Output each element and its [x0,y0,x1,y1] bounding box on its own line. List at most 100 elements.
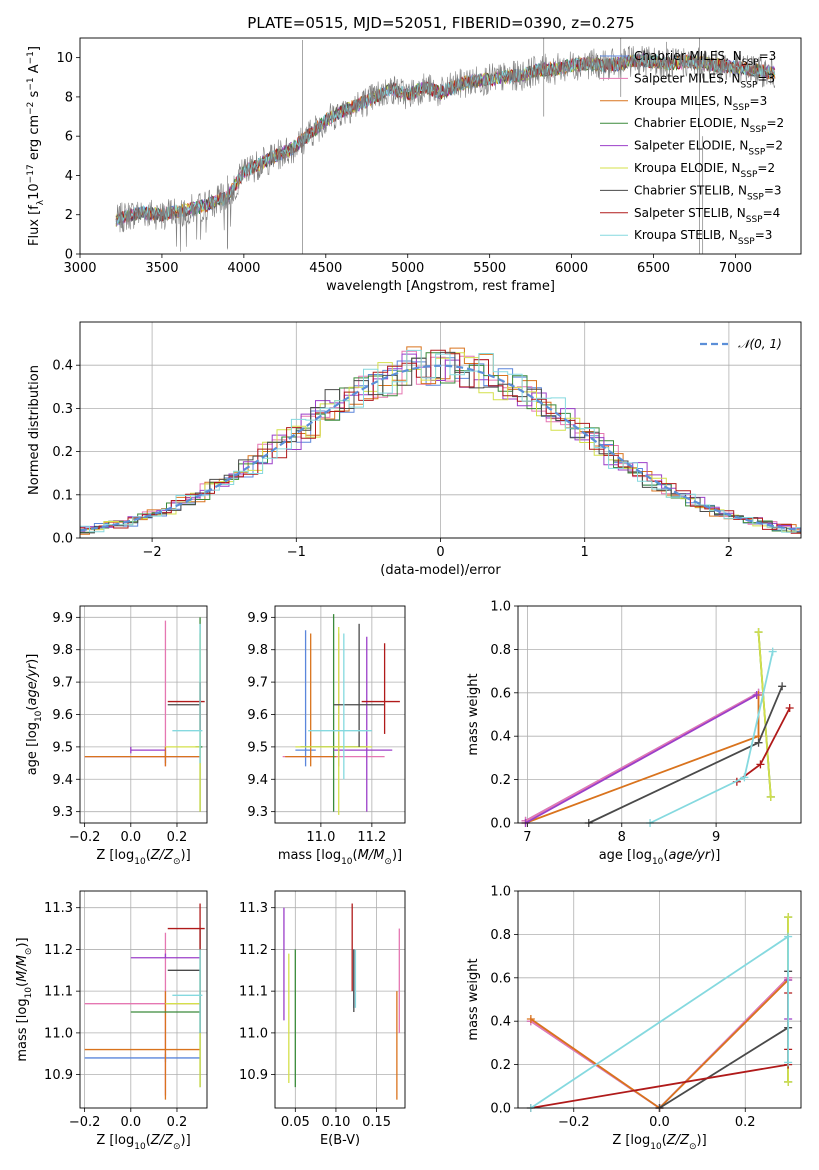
label-part: ] [27,46,42,51]
data-spectrum [115,45,776,252]
axes-frame [517,605,802,824]
label-part: )] [181,1133,191,1148]
y-tick-label: 0.3 [52,402,73,417]
y-tick-label: 0.4 [52,359,73,374]
label-part: ⊙ [24,948,34,956]
label-part: ( [353,848,358,863]
label-part: SSP [742,58,759,68]
label-part: Z/Z [666,1133,690,1148]
legend-label: Kroupa ELODIE, NSSP=2 [634,161,775,180]
x-tick-label: 1 [581,545,589,560]
y-tick-label: 0.0 [490,1102,511,1117]
errorbars [282,614,400,815]
label-part: ⊙ [689,1142,697,1152]
x-tick-label: −1 [287,545,306,560]
y-tick-label: 9.6 [52,708,73,723]
panel-age_vs_mass: 11.0 11.2 9.3 9.4 9.5 9.6 9.7 9.8 9.9 mass [log10… [247,605,406,867]
legend-label: Chabrier STELIB, NSSP=3 [634,183,782,202]
x-axis-label: wavelength [Angstrom, rest frame] [326,279,555,294]
normal-curve [80,364,801,532]
x-tick-label: 0 [436,545,444,560]
y-tick-label: 9.7 [52,676,73,691]
y-tick-label: 9.4 [52,773,73,788]
y-tick-label: 0.8 [490,643,511,658]
x-tick-label: 0.2 [735,1115,756,1130]
panel-residual_histogram: −2 −1 0 1 2 0.0 0.1 0.2 0.3 0.4 (data-model)/error… [27,321,802,578]
histogram-kroupa_stelib [80,349,801,533]
x-axis-label: age [log10(age/yr)] [599,848,721,867]
x-tick-label: 5500 [473,261,506,276]
label-part: =2 [765,139,783,153]
label-part: SSP [747,192,764,202]
panels: 3000 3500 4000 4500 5000 5500 6000 6500 7000 0 2 4 6… [15,37,802,1152]
weight-marker-kroupa_stelib [784,932,793,941]
x-tick-label: 4000 [227,261,260,276]
label-part: Chabrier MILES, N [634,49,742,63]
x-tick-label: 0.0 [120,830,141,845]
weight-marker-kroupa_miles [526,1015,535,1024]
label-part: Salpeter STELIB, N [634,206,746,220]
panel-mass_vs_EBV: 0.05 0.10 0.15 10.9 11.0 11.1 11.2 11.3 E(B-V) [239,890,406,1148]
label-part: Z/Z [150,1133,174,1148]
panel-age_vs_Z: −0.2 0.0 0.29.39.49.59.69.79.89.9Z [log10(… [25,605,208,867]
label-part: SSP [738,237,755,247]
y-tick-label: 0.0 [52,532,73,547]
x-axis-label: Z [log10(Z/Z⊙)] [96,1133,190,1152]
label-part: SSP [741,170,758,180]
weight-marker-kroupa_elodie [784,1077,793,1086]
label-part: age/yr [668,848,711,863]
label-part: Salpeter MILES, N [634,71,741,85]
label-part: SSP [733,103,750,113]
y-tick-label: 9.5 [52,740,73,755]
label-part: 10 [652,857,664,867]
axes-frame [274,605,406,824]
y-tick-label: 11.0 [44,1026,73,1041]
label-part: age [log [25,722,40,775]
label-part: SSP [748,148,765,158]
x-tick-label: 11.0 [306,830,335,845]
label-part: Z [log [96,1133,134,1148]
label-part: =3 [755,228,773,242]
label-part: s [27,90,42,101]
weight-marker-kroupa_elodie [766,792,775,801]
x-tick-label: 0.0 [649,1115,670,1130]
y-tick-label: 11.2 [44,943,73,958]
label-part: ⊙ [173,1142,181,1152]
label-part: 10 [134,1142,146,1152]
y-tick-label: 9.8 [52,643,73,658]
y-tick-label: 0.2 [52,445,73,460]
axes-frame [79,37,802,255]
x-tick-label: 2 [725,545,733,560]
label-part: ( [25,706,40,711]
x-tick-label: 0.15 [362,1115,391,1130]
y-tick-label: 0.2 [490,1058,511,1073]
label-part: SSP [741,80,758,90]
legend-label: Salpeter ELODIE, NSSP=2 [634,139,783,158]
x-tick-label: 0.2 [167,830,188,845]
weight-line-kroupa_elodie [757,631,772,798]
y-tick-label: 4 [65,169,73,184]
label-part: erg cm [27,115,42,164]
y-tick-label: 0.1 [52,488,73,503]
weight-marker-chabrier_stelib [778,682,787,691]
y-tick-label: 9.4 [247,773,268,788]
label-part: )] [710,848,720,863]
label-part: =2 [757,161,775,175]
label-part: =2 [766,116,784,130]
errorbars [84,617,205,812]
label-part: ( [146,848,151,863]
y-axis-label: Normed distribution [27,365,42,495]
panel-spectrum: 3000 3500 4000 4500 5000 5500 6000 6500 7000 0 2 4 6… [26,37,802,294]
label-part: ( [663,848,668,863]
label-part: )] [15,937,30,947]
figure-title: PLATE=0515, MJD=52051, FIBERID=0390, z=0… [247,14,634,32]
y-tick-label: 10.9 [44,1068,73,1083]
y-axis-label: mass weight [466,673,481,755]
y-tick-label: 0.8 [490,928,511,943]
errorbars [84,903,205,1100]
y-tick-label: 11.0 [239,1026,268,1041]
label-part: −1 [26,51,36,64]
x-tick-label: 3500 [145,261,178,276]
label-part: 10 [650,1142,662,1152]
